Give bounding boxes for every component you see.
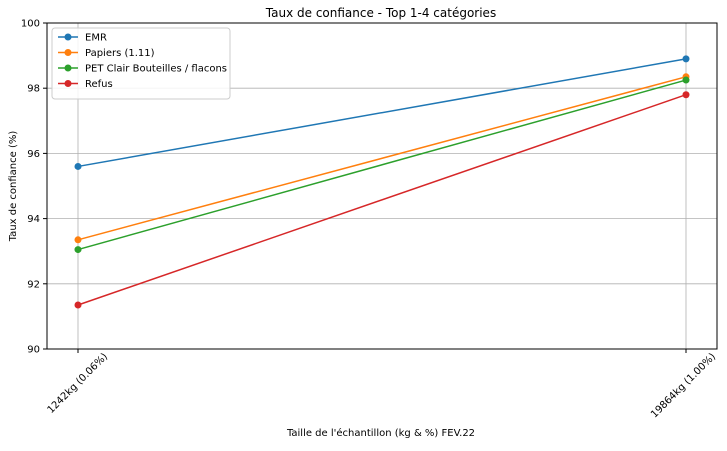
legend-marker <box>64 80 72 87</box>
y-tick-label: 92 <box>27 279 40 290</box>
y-tick-label: 100 <box>21 19 40 30</box>
legend: EMR Papiers (1.11) PET Clair Bouteilles / … <box>51 27 231 100</box>
series-line <box>77 76 687 241</box>
series-line <box>77 79 687 251</box>
x-axis-label: Taille de l'échantillon (kg & %) FEV.22 <box>286 427 475 439</box>
legend-entry: PET Clair Bouteilles / flacons <box>58 64 227 75</box>
legend-marker <box>64 49 72 56</box>
data-point <box>74 236 82 244</box>
legend-label: Papiers (1.11) <box>85 48 155 59</box>
series-layer <box>74 55 690 309</box>
y-tick-label: 98 <box>27 84 40 95</box>
data-point <box>74 246 82 254</box>
legend-box <box>51 27 231 100</box>
legend-entry: Papiers (1.11) <box>58 48 155 59</box>
data-point <box>74 301 82 309</box>
series-group <box>74 55 690 170</box>
legend-label: EMR <box>85 33 107 44</box>
series-line <box>77 58 687 168</box>
series-line <box>77 94 687 306</box>
series-group <box>74 91 690 309</box>
data-point <box>682 55 690 63</box>
legend-label: Refus <box>85 79 113 90</box>
y-axis-label: Taux de confiance (%) <box>8 131 19 243</box>
y-tick-label: 94 <box>27 214 40 225</box>
legend-entry: EMR <box>58 33 107 44</box>
legend-marker <box>64 33 72 41</box>
legend-entry: Refus <box>58 79 113 90</box>
y-axis: 90 92 94 96 98 100 <box>21 19 47 356</box>
y-tick-label: 96 <box>27 149 40 160</box>
chart-title: Taux de confiance - Top 1-4 catégories <box>265 6 496 20</box>
legend-label: PET Clair Bouteilles / flacons <box>85 64 227 75</box>
y-tick-label: 90 <box>27 345 40 356</box>
data-point <box>74 162 82 170</box>
plot-area-frame <box>46 22 718 350</box>
data-point <box>682 91 690 99</box>
data-point <box>682 76 690 84</box>
legend-marker <box>64 64 72 72</box>
series-group <box>74 76 690 254</box>
